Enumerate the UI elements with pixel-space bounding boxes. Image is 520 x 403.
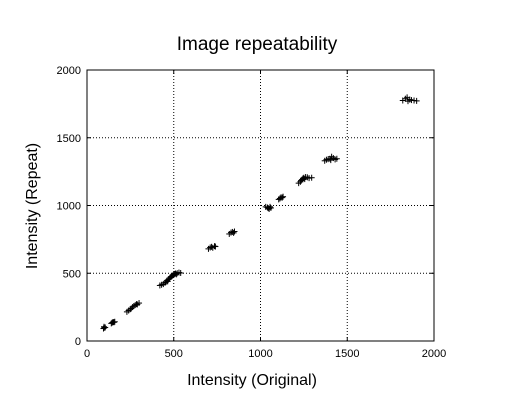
chart-title: Image repeatability [177,34,338,55]
y-tick-label: 1000 [57,201,81,213]
y-tick-label: 0 [75,336,81,348]
data-point [333,155,340,162]
y-tick-labels: 0 500 1000 1500 2000 [57,65,81,348]
data-point [280,193,287,200]
axis-ticks [86,69,435,342]
data-point [308,174,315,181]
data-point [212,243,219,250]
y-tick-label: 2000 [57,65,81,77]
y-axis-label: Intensity (Repeat) [24,143,41,269]
x-tick-label: 1000 [248,348,272,360]
data-point [101,323,108,330]
x-axis-label: Intensity (Original) [187,372,317,389]
data-point [102,324,109,331]
data-point [231,228,238,235]
data-point [413,97,420,104]
y-tick-label: 500 [63,268,81,280]
data-point [230,229,237,236]
data-point [111,318,118,325]
data-point [110,319,117,326]
data-point [267,204,274,211]
x-tick-label: 1500 [335,348,359,360]
data-point [177,269,184,276]
y-tick-label: 1500 [57,133,81,145]
data-point [267,203,274,210]
data-points [100,94,420,332]
x-tick-labels: 0 500 1000 1500 2000 [84,348,446,360]
x-tick-label: 0 [84,348,90,360]
data-point [279,194,286,201]
data-point [136,300,143,307]
x-tick-label: 2000 [422,348,446,360]
gridlines [87,70,434,341]
x-tick-label: 500 [165,348,183,360]
